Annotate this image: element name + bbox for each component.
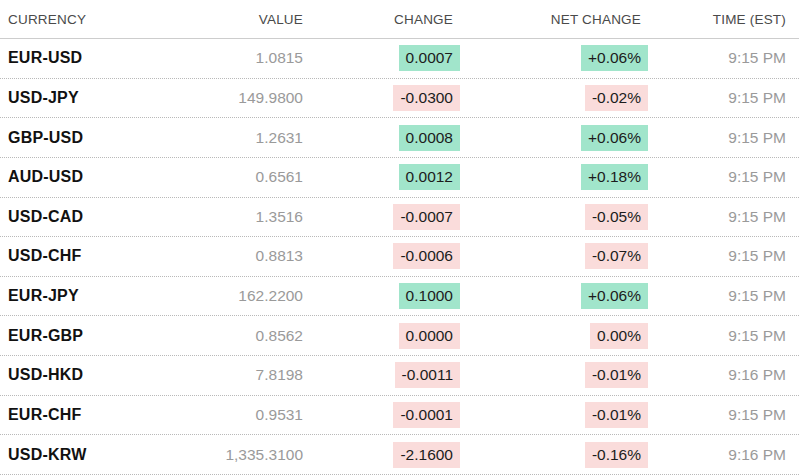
value-cell: 162.2200 [163, 287, 303, 305]
value-cell: 1,335.3100 [163, 446, 303, 464]
table-row[interactable]: USD-JPY 149.9800 -0.0300 -0.02% 9:15 PM [0, 79, 799, 119]
change-badge: -0.0011 [395, 362, 460, 388]
table-row[interactable]: EUR-JPY 162.2200 0.1000 +0.06% 9:15 PM [0, 277, 799, 317]
net-change-badge: +0.06% [581, 125, 648, 151]
net-change-badge: -0.16% [585, 442, 648, 468]
net-change-badge: -0.01% [585, 362, 648, 388]
time-cell: 9:15 PM [641, 406, 786, 424]
time-cell: 9:15 PM [641, 49, 786, 67]
value-cell: 1.0815 [163, 49, 303, 67]
table-header-row: CURRENCY VALUE CHANGE NET CHANGE TIME (E… [0, 0, 799, 39]
change-badge: 0.0007 [399, 45, 460, 71]
table-row[interactable]: USD-KRW 1,335.3100 -2.1600 -0.16% 9:16 P… [0, 435, 799, 475]
change-badge: 0.1000 [399, 283, 460, 309]
change-badge: -0.0001 [393, 402, 460, 428]
time-cell: 9:16 PM [641, 366, 786, 384]
table-row[interactable]: AUD-USD 0.6561 0.0012 +0.18% 9:15 PM [0, 158, 799, 198]
value-cell: 7.8198 [163, 366, 303, 384]
value-cell: 149.9800 [163, 89, 303, 107]
time-cell: 9:15 PM [641, 287, 786, 305]
net-change-badge: +0.18% [581, 164, 648, 190]
net-change-badge: +0.06% [581, 283, 648, 309]
time-cell: 9:15 PM [641, 129, 786, 147]
currency-pair-label: EUR-USD [8, 49, 163, 67]
value-cell: 0.8562 [163, 327, 303, 345]
value-cell: 0.6561 [163, 168, 303, 186]
currency-pair-label: USD-HKD [8, 366, 163, 384]
change-badge: -0.0007 [393, 204, 460, 230]
currency-pair-label: USD-CHF [8, 247, 163, 265]
currency-pair-label: USD-JPY [8, 89, 163, 107]
column-header-change: CHANGE [303, 12, 453, 27]
time-cell: 9:15 PM [641, 168, 786, 186]
table-row[interactable]: EUR-USD 1.0815 0.0007 +0.06% 9:15 PM [0, 39, 799, 79]
currency-pair-label: USD-KRW [8, 446, 163, 464]
currency-pair-label: GBP-USD [8, 129, 163, 147]
time-cell: 9:16 PM [641, 446, 786, 464]
value-cell: 0.9531 [163, 406, 303, 424]
table-row[interactable]: USD-HKD 7.8198 -0.0011 -0.01% 9:16 PM [0, 356, 799, 396]
column-header-net-change: NET CHANGE [453, 12, 641, 27]
time-cell: 9:15 PM [641, 247, 786, 265]
change-badge: -0.0006 [393, 243, 460, 269]
net-change-badge: -0.01% [585, 402, 648, 428]
change-badge: -2.1600 [393, 442, 460, 468]
time-cell: 9:15 PM [641, 327, 786, 345]
currency-pair-label: EUR-GBP [8, 327, 163, 345]
column-header-time: TIME (EST) [641, 12, 786, 27]
value-cell: 0.8813 [163, 247, 303, 265]
net-change-badge: -0.07% [585, 243, 648, 269]
net-change-badge: -0.05% [585, 204, 648, 230]
value-cell: 1.3516 [163, 208, 303, 226]
change-badge: 0.0012 [399, 164, 460, 190]
currency-pair-label: EUR-JPY [8, 287, 163, 305]
net-change-badge: 0.00% [590, 323, 648, 349]
time-cell: 9:15 PM [641, 89, 786, 107]
table-row[interactable]: USD-CHF 0.8813 -0.0006 -0.07% 9:15 PM [0, 237, 799, 277]
value-cell: 1.2631 [163, 129, 303, 147]
net-change-badge: +0.06% [581, 45, 648, 71]
time-cell: 9:15 PM [641, 208, 786, 226]
table-body: EUR-USD 1.0815 0.0007 +0.06% 9:15 PM USD… [0, 39, 799, 475]
table-row[interactable]: EUR-GBP 0.8562 0.0000 0.00% 9:15 PM [0, 316, 799, 356]
change-badge: -0.0300 [393, 85, 460, 111]
currency-pair-label: AUD-USD [8, 168, 163, 186]
column-header-currency: CURRENCY [8, 12, 163, 27]
currency-rates-table: CURRENCY VALUE CHANGE NET CHANGE TIME (E… [0, 0, 799, 475]
currency-pair-label: EUR-CHF [8, 406, 163, 424]
currency-pair-label: USD-CAD [8, 208, 163, 226]
table-row[interactable]: USD-CAD 1.3516 -0.0007 -0.05% 9:15 PM [0, 198, 799, 238]
table-row[interactable]: EUR-CHF 0.9531 -0.0001 -0.01% 9:15 PM [0, 396, 799, 436]
change-badge: 0.0000 [399, 323, 460, 349]
change-badge: 0.0008 [399, 125, 460, 151]
column-header-value: VALUE [163, 12, 303, 27]
net-change-badge: -0.02% [585, 85, 648, 111]
table-row[interactable]: GBP-USD 1.2631 0.0008 +0.06% 9:15 PM [0, 118, 799, 158]
